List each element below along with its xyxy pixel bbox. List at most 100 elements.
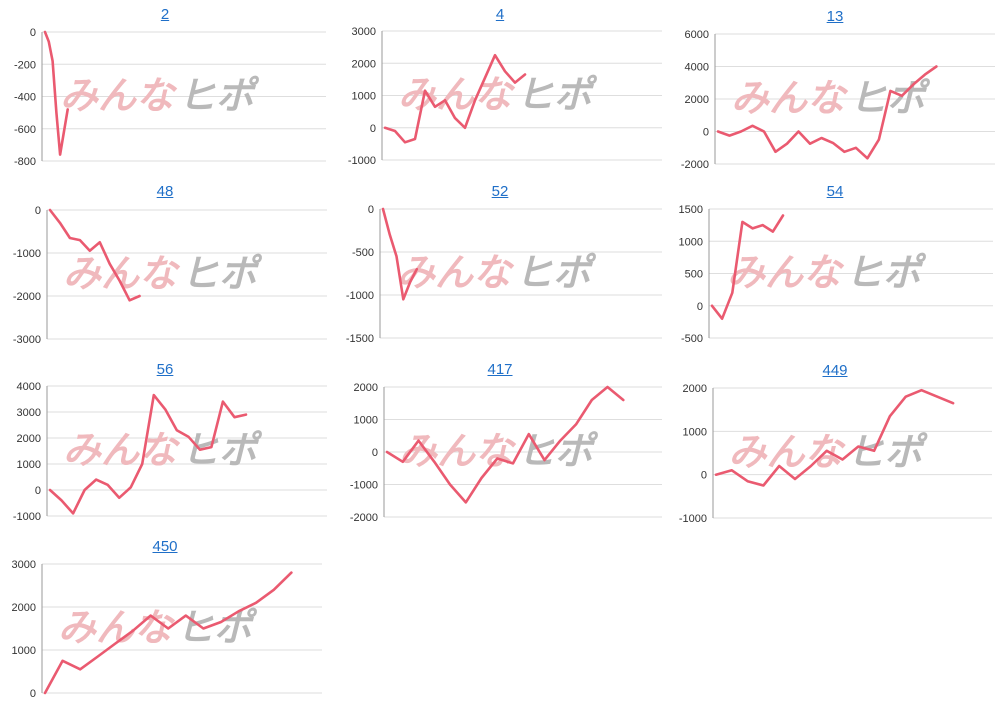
y-tick-label: -1000	[13, 248, 41, 260]
watermark-logo: みんな ヒポ	[399, 431, 599, 473]
y-tick-label: 6000	[685, 29, 709, 41]
y-tick-label: 2000	[352, 58, 376, 70]
chart-panel-2: 2 0 -200 -400 -600 -800 みんな ヒポ	[0, 4, 330, 176]
y-tick-label: 3000	[352, 26, 376, 38]
y-tick-label: 0	[372, 447, 378, 459]
series-line	[710, 214, 785, 320]
y-tick-label: 0	[35, 205, 41, 217]
svg-text:ヒポ: ヒポ	[181, 254, 263, 296]
series-line	[383, 53, 527, 144]
chart-panel-48: 48 0 -1000 -2000 -3000 みんな ヒポ	[0, 181, 330, 353]
series-line	[43, 571, 293, 695]
watermark-logo: みんな ヒポ	[398, 75, 598, 117]
y-tick-label: 4000	[685, 62, 709, 74]
y-tick-label: -800	[14, 156, 36, 168]
svg-text:みんな: みんな	[63, 254, 181, 296]
y-tick-label: -1000	[350, 480, 378, 492]
y-tick-label: -400	[14, 92, 36, 104]
y-tick-label: 0	[30, 688, 36, 700]
y-tick-label: 1000	[17, 459, 41, 471]
y-tick-label: -2000	[681, 159, 709, 171]
y-tick-label: 0	[368, 204, 374, 216]
y-tick-label: -200	[14, 59, 36, 71]
watermark-logo: みんな ヒポ	[58, 608, 258, 650]
chart-title-link[interactable]: 52	[491, 183, 509, 200]
series-line	[385, 385, 625, 504]
y-tick-label: -1000	[679, 513, 707, 525]
line-chart: 2000 1000 0 -1000 みんな ヒポ	[679, 383, 992, 525]
svg-text:みんな: みんな	[399, 431, 517, 473]
svg-text:ヒポ: ヒポ	[515, 253, 597, 295]
y-tick-label: 0	[701, 470, 707, 482]
y-tick-label: 0	[703, 127, 709, 139]
watermark-logo: みんな ヒポ	[727, 253, 927, 295]
line-chart: 0 -1000 -2000 -3000 みんな ヒポ	[13, 205, 327, 346]
series-line	[43, 30, 69, 156]
chart-panel-56: 56 4000 3000 2000 1000 0 -1000 みんな ヒポ	[0, 359, 330, 531]
svg-text:ヒポ: ヒポ	[849, 78, 931, 120]
chart-panel-54: 54 1500 1000 500 0 -500 みんな ヒポ	[670, 181, 1000, 353]
svg-text:ヒポ: ヒポ	[847, 432, 929, 474]
y-tick-label: -2000	[13, 291, 41, 303]
chart-panel-417: 417 2000 1000 0 -1000 -2000 みんな ヒポ	[335, 359, 665, 531]
y-tick-label: 0	[697, 301, 703, 313]
svg-text:みんな: みんな	[731, 78, 849, 120]
chart-title-link[interactable]: 449	[822, 362, 848, 379]
chart-title-link[interactable]: 417	[487, 361, 513, 378]
chart-title-link[interactable]: 54	[826, 183, 844, 200]
y-tick-label: -2000	[350, 512, 378, 524]
chart-panel-450: 450 3000 2000 1000 0 みんな ヒポ	[0, 536, 330, 708]
series-line	[48, 208, 141, 302]
svg-text:ヒポ: ヒポ	[516, 75, 598, 117]
y-tick-label: 1000	[679, 236, 703, 248]
chart-title-link[interactable]: 450	[152, 538, 178, 555]
svg-text:ヒポ: ヒポ	[178, 76, 260, 118]
line-chart: 0 -200 -400 -600 -800 みんな ヒポ	[14, 27, 326, 168]
chart-title-link[interactable]: 56	[156, 361, 174, 378]
y-tick-label: 1500	[679, 204, 703, 216]
svg-text:みんな: みんな	[398, 75, 516, 117]
svg-text:みんな: みんな	[728, 432, 846, 474]
series-line	[716, 65, 938, 160]
y-tick-label: 3000	[12, 559, 36, 571]
chart-title-link[interactable]: 4	[495, 6, 505, 23]
chart-title-link[interactable]: 2	[160, 6, 170, 23]
y-tick-label: 1000	[352, 91, 376, 103]
watermark-logo: みんな ヒポ	[731, 78, 931, 120]
svg-text:みんな: みんな	[727, 253, 845, 295]
svg-text:みんな: みんな	[60, 76, 178, 118]
watermark-logo: みんな ヒポ	[63, 430, 263, 472]
y-tick-label: -1500	[346, 333, 374, 345]
svg-text:ヒポ: ヒポ	[845, 253, 927, 295]
watermark-logo: みんな ヒポ	[63, 254, 263, 296]
y-tick-label: -500	[681, 333, 703, 345]
y-tick-label: 1000	[683, 426, 707, 438]
svg-text:ヒポ: ヒポ	[181, 430, 263, 472]
series-line	[48, 393, 248, 515]
chart-title-link[interactable]: 48	[156, 183, 174, 200]
y-tick-label: 2000	[354, 382, 378, 394]
y-tick-label: 2000	[12, 602, 36, 614]
chart-panel-52: 52 0 -500 -1000 -1500 みんな ヒポ	[335, 181, 665, 353]
y-tick-label: -1000	[13, 511, 41, 523]
series-line	[714, 388, 955, 487]
series-line	[381, 207, 419, 301]
svg-text:みんな: みんな	[63, 430, 181, 472]
y-tick-label: 2000	[17, 433, 41, 445]
y-tick-label: -3000	[13, 334, 41, 346]
line-chart: 6000 4000 2000 0 -2000 みんな ヒポ	[681, 29, 995, 171]
line-chart: 1500 1000 500 0 -500 みんな ヒポ	[679, 204, 993, 345]
y-tick-label: 500	[685, 269, 703, 281]
chart-panel-13: 13 6000 4000 2000 0 -2000 みんな ヒポ	[670, 6, 1000, 178]
y-tick-label: 1000	[354, 415, 378, 427]
svg-text:みんな: みんな	[397, 253, 515, 295]
line-chart: 4000 3000 2000 1000 0 -1000 みんな ヒポ	[13, 381, 327, 523]
chart-title-link[interactable]: 13	[826, 8, 844, 25]
y-tick-label: 2000	[685, 94, 709, 106]
y-tick-label: -1000	[346, 290, 374, 302]
watermark-logo: みんな ヒポ	[728, 432, 928, 474]
y-tick-label: -1000	[348, 155, 376, 167]
watermark-logo: みんな ヒポ	[397, 253, 597, 295]
y-tick-label: 0	[30, 27, 36, 39]
y-tick-label: -600	[14, 124, 36, 136]
